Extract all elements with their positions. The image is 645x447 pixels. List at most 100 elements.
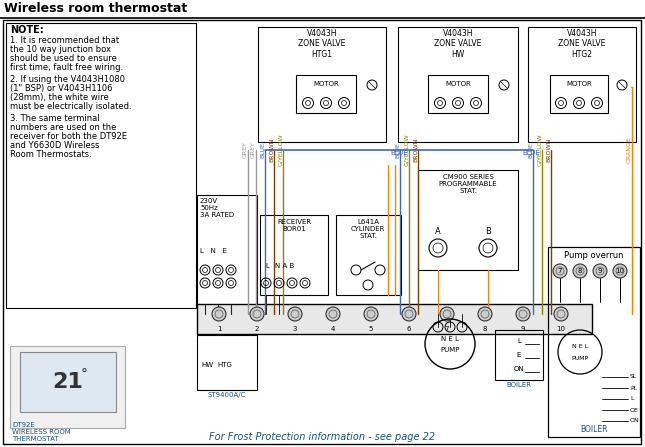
Text: L: L <box>265 263 269 269</box>
Text: CM900 SERIES
PROGRAMMABLE
STAT.: CM900 SERIES PROGRAMMABLE STAT. <box>439 174 497 194</box>
Circle shape <box>593 264 607 278</box>
Text: L: L <box>517 338 521 344</box>
Text: Wireless room thermostat: Wireless room thermostat <box>4 2 187 15</box>
Text: G/YELLOW: G/YELLOW <box>404 134 409 166</box>
Text: 7: 7 <box>445 326 450 332</box>
Bar <box>260 215 328 295</box>
Circle shape <box>573 264 587 278</box>
Bar <box>398 27 518 142</box>
Text: and Y6630D Wireless: and Y6630D Wireless <box>10 141 99 150</box>
Text: 10: 10 <box>615 268 624 274</box>
Text: E: E <box>517 352 521 358</box>
Text: MOTOR: MOTOR <box>445 81 471 87</box>
Text: For Frost Protection information - see page 22: For Frost Protection information - see p… <box>209 432 435 442</box>
Text: V4043H
ZONE VALVE
HTG1: V4043H ZONE VALVE HTG1 <box>298 29 346 59</box>
Text: N E L: N E L <box>441 336 459 342</box>
Text: B: B <box>485 228 491 236</box>
Text: ORANGE: ORANGE <box>627 137 632 163</box>
Bar <box>10 346 125 428</box>
Circle shape <box>440 307 454 321</box>
Text: the 10 way junction box: the 10 way junction box <box>10 45 111 54</box>
Circle shape <box>554 307 568 321</box>
Text: (28mm), the white wire: (28mm), the white wire <box>10 93 109 102</box>
Text: °: ° <box>81 368 88 382</box>
Bar <box>20 352 116 412</box>
Bar <box>548 247 640 437</box>
Text: BLUE: BLUE <box>390 150 408 156</box>
Circle shape <box>553 264 567 278</box>
Circle shape <box>478 307 492 321</box>
Text: L641A
CYLINDER
STAT.: L641A CYLINDER STAT. <box>351 219 385 239</box>
Bar <box>197 304 592 334</box>
Text: PL: PL <box>630 385 637 391</box>
Text: V4043H
ZONE VALVE
HW: V4043H ZONE VALVE HW <box>434 29 482 59</box>
Text: 1. It is recommended that: 1. It is recommended that <box>10 36 119 45</box>
Text: BOILER: BOILER <box>506 382 531 388</box>
Text: 4: 4 <box>331 326 335 332</box>
Text: MOTOR: MOTOR <box>313 81 339 87</box>
Bar <box>495 330 543 380</box>
Text: should be used to ensure: should be used to ensure <box>10 54 117 63</box>
Text: numbers are used on the: numbers are used on the <box>10 123 116 132</box>
Text: L   N   E: L N E <box>200 248 227 254</box>
Text: 10: 10 <box>557 326 566 332</box>
Text: 21: 21 <box>52 372 83 392</box>
Text: A: A <box>435 228 441 236</box>
Bar <box>418 170 518 270</box>
Text: 2: 2 <box>255 326 259 332</box>
Text: 230V
50Hz
3A RATED: 230V 50Hz 3A RATED <box>200 198 234 218</box>
Bar <box>336 215 401 295</box>
Text: SL: SL <box>630 375 637 380</box>
Text: BLUE: BLUE <box>528 142 533 158</box>
Text: (1" BSP) or V4043H1106: (1" BSP) or V4043H1106 <box>10 84 112 93</box>
Text: G/YELLOW: G/YELLOW <box>537 134 542 166</box>
Bar <box>528 27 636 142</box>
Bar <box>550 75 608 113</box>
Text: ON: ON <box>513 366 524 372</box>
Text: 1: 1 <box>217 326 221 332</box>
Text: 3. The same terminal: 3. The same terminal <box>10 114 99 123</box>
Circle shape <box>613 264 627 278</box>
Text: MOTOR: MOTOR <box>566 81 592 87</box>
Text: Room Thermostats.: Room Thermostats. <box>10 150 92 159</box>
Text: 7: 7 <box>558 268 562 274</box>
Text: NOTE:: NOTE: <box>10 25 44 35</box>
Circle shape <box>516 307 530 321</box>
Circle shape <box>288 307 302 321</box>
Circle shape <box>326 307 340 321</box>
Text: 3: 3 <box>293 326 297 332</box>
Text: ST9400A/C: ST9400A/C <box>208 392 246 398</box>
Text: 5: 5 <box>369 326 373 332</box>
Text: L: L <box>630 396 633 401</box>
Text: 6: 6 <box>407 326 412 332</box>
Text: BLUE: BLUE <box>395 142 400 158</box>
Text: receiver for both the DT92E: receiver for both the DT92E <box>10 132 127 141</box>
Text: first time, fault free wiring.: first time, fault free wiring. <box>10 63 123 72</box>
Text: N E L: N E L <box>572 345 588 350</box>
Bar <box>296 75 356 113</box>
Text: 8: 8 <box>578 268 582 274</box>
Text: G/YELLOW: G/YELLOW <box>278 134 283 166</box>
Bar <box>197 335 257 390</box>
Text: BLUE: BLUE <box>522 150 540 156</box>
Text: 8: 8 <box>482 326 487 332</box>
Text: 2. If using the V4043H1080: 2. If using the V4043H1080 <box>10 75 125 84</box>
Text: N A B: N A B <box>275 263 294 269</box>
Circle shape <box>402 307 416 321</box>
Text: BOILER: BOILER <box>580 425 608 434</box>
Text: Pump overrun: Pump overrun <box>564 251 624 260</box>
Text: HTG: HTG <box>217 362 232 368</box>
Text: 9: 9 <box>598 268 602 274</box>
Text: must be electrically isolated.: must be electrically isolated. <box>10 102 132 111</box>
Text: V4043H
ZONE VALVE
HTG2: V4043H ZONE VALVE HTG2 <box>559 29 606 59</box>
Text: DT92E
WIRELESS ROOM
THERMOSTAT: DT92E WIRELESS ROOM THERMOSTAT <box>12 422 71 442</box>
Bar <box>258 27 386 142</box>
Text: HW: HW <box>201 362 213 368</box>
Text: BLUE: BLUE <box>260 142 265 158</box>
Bar <box>197 195 257 305</box>
Text: BROWN: BROWN <box>269 138 274 162</box>
Text: GREY: GREY <box>251 142 256 158</box>
Text: GREY: GREY <box>243 142 248 158</box>
Text: BROWN: BROWN <box>413 138 418 162</box>
Circle shape <box>364 307 378 321</box>
